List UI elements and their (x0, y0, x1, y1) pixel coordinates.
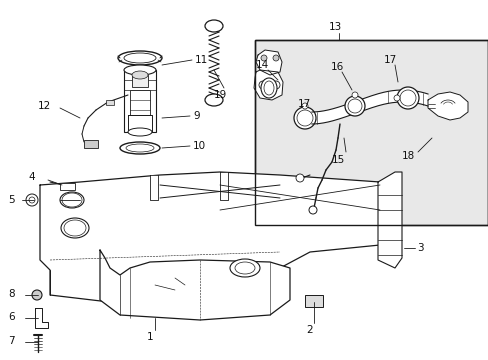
Bar (254, 40, 487, 225)
Text: 15: 15 (331, 155, 344, 165)
Bar (84, 140, 98, 148)
Ellipse shape (32, 290, 42, 300)
Circle shape (259, 81, 266, 89)
Text: 11: 11 (195, 55, 208, 65)
Bar (106, 100, 114, 105)
Circle shape (302, 103, 307, 109)
Text: 14: 14 (256, 60, 269, 70)
Polygon shape (377, 172, 401, 268)
Circle shape (261, 55, 266, 61)
Circle shape (295, 174, 304, 182)
Text: 6: 6 (8, 312, 15, 322)
Ellipse shape (118, 51, 162, 65)
Text: 19: 19 (213, 90, 226, 100)
Ellipse shape (60, 192, 84, 208)
Ellipse shape (345, 96, 364, 116)
Ellipse shape (26, 194, 38, 206)
Ellipse shape (293, 107, 315, 129)
Text: 7: 7 (8, 336, 15, 346)
Ellipse shape (204, 20, 223, 32)
Polygon shape (100, 250, 289, 320)
Text: 13: 13 (328, 22, 341, 32)
Polygon shape (35, 308, 48, 328)
Circle shape (272, 55, 279, 61)
Text: 8: 8 (8, 289, 15, 299)
Bar (305, 295, 323, 307)
Polygon shape (253, 70, 283, 100)
Bar (124, 70, 156, 132)
Polygon shape (40, 172, 394, 308)
Text: 10: 10 (193, 141, 206, 151)
Ellipse shape (124, 65, 156, 75)
Circle shape (271, 81, 280, 89)
Text: 3: 3 (416, 243, 423, 253)
Text: 18: 18 (401, 151, 414, 161)
Bar (254, 40, 487, 225)
Polygon shape (427, 92, 467, 120)
Text: 1: 1 (146, 332, 153, 342)
Ellipse shape (396, 87, 418, 109)
Ellipse shape (229, 259, 260, 277)
Ellipse shape (61, 218, 89, 238)
Polygon shape (150, 175, 158, 200)
Polygon shape (220, 172, 227, 200)
Ellipse shape (132, 71, 148, 79)
Ellipse shape (120, 142, 160, 154)
Text: 16: 16 (330, 62, 343, 72)
Ellipse shape (261, 78, 276, 98)
Text: 2: 2 (306, 325, 313, 335)
Text: 9: 9 (193, 111, 199, 121)
Polygon shape (256, 50, 282, 75)
Text: 17: 17 (383, 55, 396, 65)
Bar (132, 75, 148, 87)
Circle shape (351, 92, 357, 98)
Ellipse shape (128, 128, 152, 136)
Text: 12: 12 (38, 101, 51, 111)
Bar (130, 90, 150, 115)
Circle shape (393, 95, 399, 101)
Text: 17: 17 (297, 99, 310, 109)
Circle shape (308, 206, 316, 214)
Ellipse shape (204, 94, 223, 106)
Bar (60, 183, 75, 190)
Polygon shape (311, 90, 427, 124)
Polygon shape (128, 115, 152, 132)
Text: 4: 4 (28, 172, 35, 182)
Text: 5: 5 (8, 195, 15, 205)
